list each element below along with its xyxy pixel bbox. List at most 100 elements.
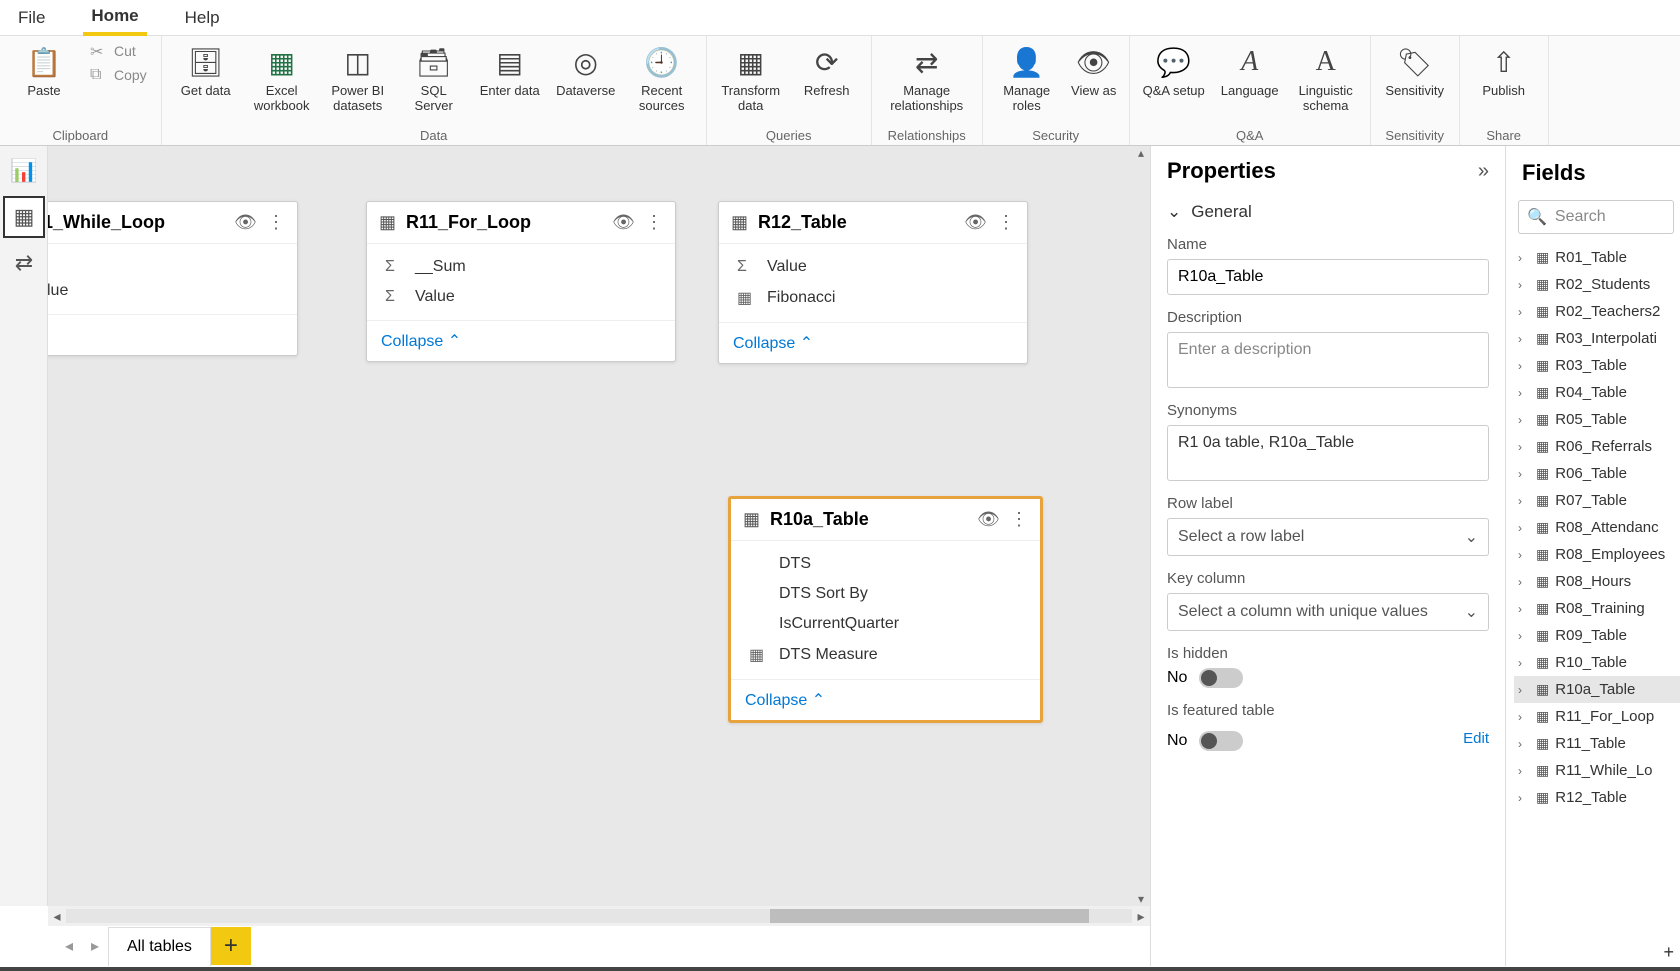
field-row[interactable]: Σ__Sum	[381, 252, 661, 282]
hidden-toggle[interactable]	[1199, 668, 1243, 688]
featured-toggle[interactable]	[1199, 731, 1243, 751]
key-column-select[interactable]: Select a column with unique values⌄	[1167, 593, 1489, 631]
manage-roles-button[interactable]: 👤Manage roles	[993, 40, 1061, 120]
field-row[interactable]: ΣValue	[733, 252, 1013, 282]
field-row[interactable]	[48, 264, 283, 276]
tab-prev[interactable]: ◂	[56, 936, 82, 956]
more-icon[interactable]: ⋮	[997, 212, 1015, 233]
fields-item[interactable]: ›▦R08_Employees	[1514, 541, 1680, 568]
visibility-icon[interactable]: 👁	[977, 509, 1000, 530]
menu-home[interactable]: Home	[83, 0, 146, 36]
fields-item[interactable]: ›▦R12_Table	[1514, 784, 1680, 811]
collapse-link[interactable]: Collapse ⌃	[733, 335, 813, 352]
field-row[interactable]: IsCurrentQuarter	[745, 609, 1026, 639]
more-icon[interactable]: ⋮	[1010, 509, 1028, 530]
fields-search[interactable]: 🔍 Search	[1518, 200, 1674, 234]
field-row[interactable]: lue	[48, 276, 283, 306]
zoom-plus-icon[interactable]: +	[1663, 942, 1674, 963]
collapse-link[interactable]: Collapse ⌃	[381, 333, 461, 350]
collapse-properties-icon[interactable]: »	[1478, 160, 1489, 183]
description-input[interactable]: Enter a description	[1167, 332, 1489, 388]
field-row[interactable]: DTS Sort By	[745, 579, 1026, 609]
collapse-link[interactable]: Collapse ⌃	[745, 692, 825, 709]
model-canvas[interactable]: ▦ I1_While_Loop 👁 ⋮ lue se ⌃ ▦ R11_For_L…	[48, 146, 1150, 906]
tab-next[interactable]: ▸	[82, 936, 108, 956]
fields-item[interactable]: ›▦R01_Table	[1514, 244, 1680, 271]
table-card-header[interactable]: ▦ R12_Table 👁 ⋮	[719, 202, 1027, 244]
canvas-hscroll[interactable]: ◂ ▸	[48, 906, 1150, 926]
fields-item[interactable]: ›▦R03_Table	[1514, 352, 1680, 379]
cut-button[interactable]: ✂Cut	[86, 40, 151, 62]
copy-button[interactable]: ⧉Copy	[86, 64, 151, 86]
name-input[interactable]	[1167, 259, 1489, 295]
scroll-track[interactable]	[66, 909, 1132, 923]
section-general[interactable]: ⌄ General	[1167, 202, 1489, 222]
fields-item[interactable]: ›▦R02_Students	[1514, 271, 1680, 298]
fields-item[interactable]: ›▦R08_Attendanc	[1514, 514, 1680, 541]
fields-item[interactable]: ›▦R04_Table	[1514, 379, 1680, 406]
get-data-button[interactable]: 🗄Get data	[172, 40, 240, 120]
add-tab-button[interactable]: +	[211, 927, 251, 965]
fields-item[interactable]: ›▦R09_Table	[1514, 622, 1680, 649]
fields-item[interactable]: ›▦R06_Referrals	[1514, 433, 1680, 460]
table-card[interactable]: ▦ R11_For_Loop 👁 ⋮ Σ__SumΣValue Collapse…	[366, 201, 676, 362]
fields-item[interactable]: ›▦R10a_Table	[1514, 676, 1680, 703]
fields-item[interactable]: ›▦R06_Table	[1514, 460, 1680, 487]
publish-button[interactable]: ⇧Publish	[1470, 40, 1538, 120]
more-icon[interactable]: ⋮	[645, 212, 663, 233]
linguistic-button[interactable]: ALinguistic schema	[1292, 40, 1360, 120]
edit-link[interactable]: Edit	[1463, 730, 1489, 747]
excel-button[interactable]: ▦Excel workbook	[248, 40, 316, 120]
report-view-button[interactable]: 📊	[3, 150, 45, 192]
table-card[interactable]: ▦ R12_Table 👁 ⋮ ΣValue▦Fibonacci Collaps…	[718, 201, 1028, 364]
fields-item[interactable]: ›▦R07_Table	[1514, 487, 1680, 514]
model-view-button[interactable]: ⇄	[3, 242, 45, 284]
table-card-header[interactable]: ▦ R11_For_Loop 👁 ⋮	[367, 202, 675, 244]
vscroll-down[interactable]: ▾	[1132, 892, 1150, 906]
pbi-datasets-button[interactable]: ◫Power BI datasets	[324, 40, 392, 120]
data-view-button[interactable]: ▦	[3, 196, 45, 238]
fields-item[interactable]: ›▦R11_Table	[1514, 730, 1680, 757]
synonyms-input[interactable]: R1 0a table, R10a_Table	[1167, 425, 1489, 481]
table-card-header[interactable]: ▦ R10a_Table 👁 ⋮	[731, 499, 1040, 541]
fields-item[interactable]: ›▦R03_Interpolati	[1514, 325, 1680, 352]
view-as-button[interactable]: 👁View as	[1069, 40, 1119, 120]
menu-help[interactable]: Help	[177, 2, 228, 34]
paste-button[interactable]: 📋 Paste	[10, 40, 78, 120]
language-button[interactable]: ALanguage	[1216, 40, 1284, 120]
fields-item[interactable]: ›▦R11_While_Lo	[1514, 757, 1680, 784]
fields-item[interactable]: ›▦R11_For_Loop	[1514, 703, 1680, 730]
field-row[interactable]: ▦DTS Measure	[745, 639, 1026, 671]
recent-sources-button[interactable]: 🕘Recent sources	[628, 40, 696, 120]
tab-all-tables[interactable]: All tables	[108, 927, 211, 966]
refresh-button[interactable]: ⟳Refresh	[793, 40, 861, 120]
transform-button[interactable]: ▦Transform data	[717, 40, 785, 120]
enter-data-button[interactable]: ▤Enter data	[476, 40, 544, 120]
fields-item[interactable]: ›▦R02_Teachers2	[1514, 298, 1680, 325]
field-row[interactable]: ▦Fibonacci	[733, 282, 1013, 314]
more-icon[interactable]: ⋮	[267, 212, 285, 233]
table-card[interactable]: ▦ R10a_Table 👁 ⋮ DTSDTS Sort ByIsCurrent…	[728, 496, 1043, 723]
scroll-thumb[interactable]	[770, 909, 1090, 923]
visibility-icon[interactable]: 👁	[964, 212, 987, 233]
sensitivity-button[interactable]: 🏷Sensitivity	[1381, 40, 1449, 120]
table-card[interactable]: ▦ I1_While_Loop 👁 ⋮ lue se ⌃	[48, 201, 298, 356]
sql-button[interactable]: 🗃SQL Server	[400, 40, 468, 120]
table-card-header[interactable]: ▦ I1_While_Loop 👁 ⋮	[48, 202, 297, 244]
fields-item[interactable]: ›▦R08_Hours	[1514, 568, 1680, 595]
vscroll-up[interactable]: ▴	[1132, 146, 1150, 160]
row-label-select[interactable]: Select a row label⌄	[1167, 518, 1489, 556]
field-row[interactable]: DTS	[745, 549, 1026, 579]
fields-item[interactable]: ›▦R08_Training	[1514, 595, 1680, 622]
scroll-left[interactable]: ◂	[48, 908, 66, 925]
fields-item[interactable]: ›▦R05_Table	[1514, 406, 1680, 433]
field-row[interactable]	[48, 252, 283, 264]
dataverse-button[interactable]: ◎Dataverse	[552, 40, 620, 120]
field-row[interactable]: ΣValue	[381, 282, 661, 312]
visibility-icon[interactable]: 👁	[234, 212, 257, 233]
qa-setup-button[interactable]: 💬Q&A setup	[1140, 40, 1208, 120]
menu-file[interactable]: File	[10, 2, 53, 34]
visibility-icon[interactable]: 👁	[612, 212, 635, 233]
fields-item[interactable]: ›▦R10_Table	[1514, 649, 1680, 676]
scroll-right[interactable]: ▸	[1132, 908, 1150, 925]
